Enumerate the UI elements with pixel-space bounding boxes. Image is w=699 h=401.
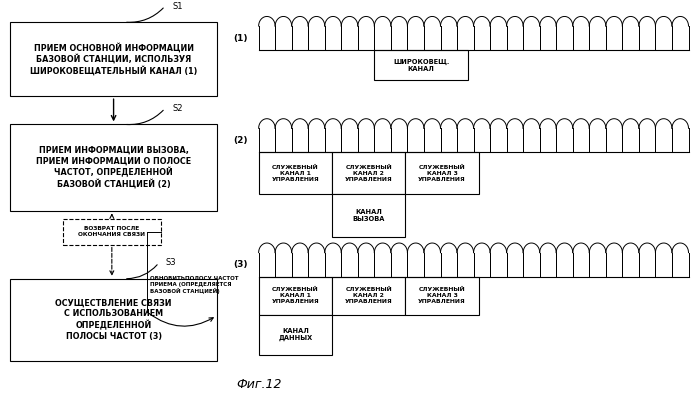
Text: СЛУЖЕБНЫЙ
КАНАЛ 1
УПРАВЛЕНИЯ: СЛУЖЕБНЫЙ КАНАЛ 1 УПРАВЛЕНИЯ [271, 165, 319, 182]
FancyBboxPatch shape [405, 152, 479, 194]
Text: ОСУЩЕСТВЛЕНИЕ СВЯЗИ
С ИСПОЛЬЗОВАНИЕМ
ОПРЕДЕЛЕННОЙ
ПОЛОСЫ ЧАСТОТ (3): ОСУЩЕСТВЛЕНИЕ СВЯЗИ С ИСПОЛЬЗОВАНИЕМ ОПР… [55, 299, 172, 340]
Text: СЛУЖЕБНЫЙ
КАНАЛ 2
УПРАВЛЕНИЯ: СЛУЖЕБНЫЙ КАНАЛ 2 УПРАВЛЕНИЯ [345, 165, 393, 182]
FancyBboxPatch shape [259, 152, 332, 194]
Text: ПРИЕМ ОСНОВНОЙ ИНФОРМАЦИИ
БАЗОВОЙ СТАНЦИИ, ИСПОЛЬЗУЯ
ШИРОКОВЕЩАТЕЛЬНЫЙ КАНАЛ (1): ПРИЕМ ОСНОВНОЙ ИНФОРМАЦИИ БАЗОВОЙ СТАНЦИ… [30, 43, 197, 75]
FancyBboxPatch shape [332, 277, 405, 315]
Text: Фиг.12: Фиг.12 [236, 378, 282, 391]
Text: СЛУЖЕБНЫЙ
КАНАЛ 2
УПРАВЛЕНИЯ: СЛУЖЕБНЫЙ КАНАЛ 2 УПРАВЛЕНИЯ [345, 288, 393, 304]
Text: S1: S1 [172, 2, 182, 10]
Text: S2: S2 [172, 104, 182, 113]
Text: СЛУЖЕБНЫЙ
КАНАЛ 3
УПРАВЛЕНИЯ: СЛУЖЕБНЫЙ КАНАЛ 3 УПРАВЛЕНИЯ [418, 288, 466, 304]
Text: ШИРОКОВЕЩ.
КАНАЛ: ШИРОКОВЕЩ. КАНАЛ [393, 59, 449, 72]
Text: (1): (1) [233, 34, 248, 43]
FancyBboxPatch shape [405, 277, 479, 315]
Text: ОБНОВИТЬПОЛОСУ ЧАСТОТ
ПРИЕМА (ОПРЕДЕЛЯЕТСЯ
БАЗОВОЙ СТАНЦИЕЙ): ОБНОВИТЬПОЛОСУ ЧАСТОТ ПРИЕМА (ОПРЕДЕЛЯЕТ… [150, 276, 239, 294]
FancyArrowPatch shape [127, 110, 164, 125]
FancyArrowPatch shape [127, 265, 157, 279]
FancyBboxPatch shape [10, 279, 217, 361]
FancyBboxPatch shape [10, 22, 217, 96]
Text: СЛУЖЕБНЫЙ
КАНАЛ 1
УПРАВЛЕНИЯ: СЛУЖЕБНЫЙ КАНАЛ 1 УПРАВЛЕНИЯ [271, 288, 319, 304]
Text: (3): (3) [233, 260, 248, 269]
Text: КАНАЛ
ВЫЗОВА: КАНАЛ ВЫЗОВА [352, 209, 385, 222]
FancyBboxPatch shape [332, 152, 405, 194]
Text: S3: S3 [166, 258, 177, 267]
Text: КАНАЛ
ДАННЫХ: КАНАЛ ДАННЫХ [278, 328, 312, 342]
FancyBboxPatch shape [259, 277, 332, 315]
FancyBboxPatch shape [10, 124, 217, 211]
Text: ВОЗВРАТ ПОСЛЕ
ОКОНЧАНИЯ СВЯЗИ: ВОЗВРАТ ПОСЛЕ ОКОНЧАНИЯ СВЯЗИ [78, 226, 145, 237]
FancyBboxPatch shape [63, 219, 161, 245]
Text: СЛУЖЕБНЫЙ
КАНАЛ 3
УПРАВЛЕНИЯ: СЛУЖЕБНЫЙ КАНАЛ 3 УПРАВЛЕНИЯ [418, 165, 466, 182]
Text: ПРИЕМ ИНФОРМАЦИИ ВЫЗОВА,
ПРИЕМ ИНФОРМАЦИИ О ПОЛОСЕ
ЧАСТОТ, ОПРЕДЕЛЕННОЙ
БАЗОВОЙ : ПРИЕМ ИНФОРМАЦИИ ВЫЗОВА, ПРИЕМ ИНФОРМАЦИ… [36, 146, 191, 189]
Text: (2): (2) [233, 136, 248, 145]
FancyArrowPatch shape [149, 313, 213, 326]
FancyBboxPatch shape [332, 194, 405, 237]
FancyBboxPatch shape [259, 315, 332, 355]
FancyBboxPatch shape [374, 50, 468, 80]
FancyArrowPatch shape [127, 8, 164, 22]
